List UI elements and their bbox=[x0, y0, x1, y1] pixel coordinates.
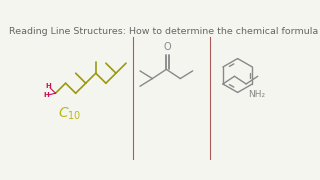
Text: H: H bbox=[45, 82, 51, 89]
Text: H: H bbox=[43, 92, 49, 98]
Text: NH₂: NH₂ bbox=[248, 90, 265, 99]
Text: Reading Line Structures: How to determine the chemical formula: Reading Line Structures: How to determin… bbox=[9, 27, 319, 36]
Text: O: O bbox=[163, 42, 171, 52]
Text: $C_{10}$: $C_{10}$ bbox=[58, 106, 81, 122]
